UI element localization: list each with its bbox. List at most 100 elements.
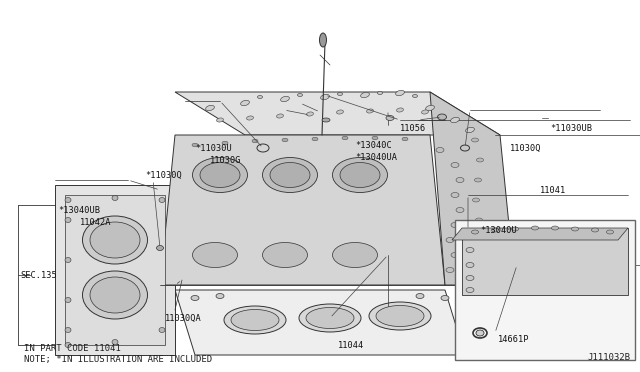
Ellipse shape bbox=[416, 294, 424, 298]
Ellipse shape bbox=[193, 243, 237, 267]
Ellipse shape bbox=[83, 216, 147, 264]
Ellipse shape bbox=[552, 226, 559, 230]
Text: 11030Q: 11030Q bbox=[510, 144, 541, 153]
Ellipse shape bbox=[472, 230, 479, 234]
Ellipse shape bbox=[466, 263, 474, 267]
Ellipse shape bbox=[257, 96, 262, 99]
Ellipse shape bbox=[378, 92, 383, 94]
Ellipse shape bbox=[337, 93, 342, 96]
Ellipse shape bbox=[159, 198, 165, 202]
Ellipse shape bbox=[157, 246, 163, 250]
Ellipse shape bbox=[446, 237, 454, 243]
Ellipse shape bbox=[322, 118, 330, 122]
Ellipse shape bbox=[205, 105, 214, 111]
Ellipse shape bbox=[333, 157, 387, 192]
Ellipse shape bbox=[422, 110, 428, 114]
Ellipse shape bbox=[376, 305, 424, 327]
Ellipse shape bbox=[451, 117, 460, 123]
Text: 11056: 11056 bbox=[400, 124, 426, 132]
Ellipse shape bbox=[306, 308, 354, 328]
Ellipse shape bbox=[367, 109, 374, 113]
Ellipse shape bbox=[451, 163, 459, 167]
Polygon shape bbox=[160, 135, 445, 285]
Ellipse shape bbox=[216, 118, 223, 122]
Ellipse shape bbox=[451, 222, 459, 228]
Ellipse shape bbox=[252, 139, 258, 143]
Ellipse shape bbox=[441, 295, 449, 301]
Text: *13040UB: *13040UB bbox=[58, 205, 100, 215]
Ellipse shape bbox=[112, 340, 118, 344]
Ellipse shape bbox=[591, 228, 598, 232]
Ellipse shape bbox=[337, 110, 344, 114]
Ellipse shape bbox=[438, 114, 447, 120]
Ellipse shape bbox=[466, 247, 474, 253]
Ellipse shape bbox=[298, 93, 303, 96]
Text: *11030UB: *11030UB bbox=[550, 124, 592, 132]
Text: *11030Q: *11030Q bbox=[145, 170, 182, 180]
Ellipse shape bbox=[426, 105, 435, 111]
Ellipse shape bbox=[193, 157, 248, 192]
Ellipse shape bbox=[241, 100, 250, 106]
Text: J111032B: J111032B bbox=[587, 353, 630, 362]
Ellipse shape bbox=[280, 96, 289, 102]
Ellipse shape bbox=[224, 306, 286, 334]
Ellipse shape bbox=[246, 116, 253, 120]
Text: IN PART CODE 11041: IN PART CODE 11041 bbox=[24, 344, 121, 353]
Ellipse shape bbox=[90, 222, 140, 258]
Ellipse shape bbox=[474, 178, 481, 182]
Text: *13040UA: *13040UA bbox=[355, 153, 397, 161]
Ellipse shape bbox=[307, 112, 314, 116]
Text: 14661P: 14661P bbox=[498, 336, 529, 344]
Ellipse shape bbox=[451, 192, 459, 198]
Ellipse shape bbox=[90, 277, 140, 313]
Ellipse shape bbox=[276, 114, 284, 118]
Polygon shape bbox=[175, 92, 500, 135]
Ellipse shape bbox=[65, 327, 71, 333]
Ellipse shape bbox=[456, 177, 464, 183]
Ellipse shape bbox=[340, 163, 380, 187]
Ellipse shape bbox=[65, 343, 71, 347]
Ellipse shape bbox=[222, 141, 228, 145]
Ellipse shape bbox=[65, 298, 71, 302]
Ellipse shape bbox=[413, 94, 417, 97]
Ellipse shape bbox=[342, 136, 348, 140]
Ellipse shape bbox=[466, 127, 474, 133]
Ellipse shape bbox=[231, 310, 279, 330]
Text: 11041: 11041 bbox=[540, 186, 566, 195]
Ellipse shape bbox=[159, 327, 165, 333]
Ellipse shape bbox=[65, 257, 71, 263]
Ellipse shape bbox=[477, 158, 483, 162]
Ellipse shape bbox=[451, 253, 459, 257]
Ellipse shape bbox=[360, 92, 369, 98]
Ellipse shape bbox=[321, 94, 330, 100]
Ellipse shape bbox=[492, 228, 499, 232]
Text: 11044: 11044 bbox=[338, 340, 364, 350]
Ellipse shape bbox=[65, 218, 71, 222]
Ellipse shape bbox=[282, 138, 288, 142]
Polygon shape bbox=[462, 228, 628, 295]
Ellipse shape bbox=[369, 302, 431, 330]
Polygon shape bbox=[65, 195, 165, 345]
Ellipse shape bbox=[436, 148, 444, 153]
Ellipse shape bbox=[572, 227, 579, 231]
Ellipse shape bbox=[262, 157, 317, 192]
Ellipse shape bbox=[396, 90, 404, 96]
Ellipse shape bbox=[472, 138, 479, 142]
Ellipse shape bbox=[319, 33, 326, 47]
Text: *13040C: *13040C bbox=[355, 141, 392, 150]
Ellipse shape bbox=[83, 271, 147, 319]
Ellipse shape bbox=[456, 208, 464, 212]
Polygon shape bbox=[430, 92, 515, 285]
Ellipse shape bbox=[65, 198, 71, 202]
Ellipse shape bbox=[531, 226, 538, 230]
Ellipse shape bbox=[446, 267, 454, 273]
Polygon shape bbox=[55, 185, 175, 355]
Text: NOTE; *IN ILLUSTRATION ARE INCLUDED: NOTE; *IN ILLUSTRATION ARE INCLUDED bbox=[24, 355, 212, 364]
Ellipse shape bbox=[476, 330, 484, 336]
Ellipse shape bbox=[386, 115, 394, 121]
Ellipse shape bbox=[607, 230, 614, 234]
Text: 11030QA: 11030QA bbox=[165, 314, 202, 323]
Text: SEC.135: SEC.135 bbox=[20, 270, 57, 279]
Ellipse shape bbox=[200, 163, 240, 187]
Ellipse shape bbox=[299, 304, 361, 332]
